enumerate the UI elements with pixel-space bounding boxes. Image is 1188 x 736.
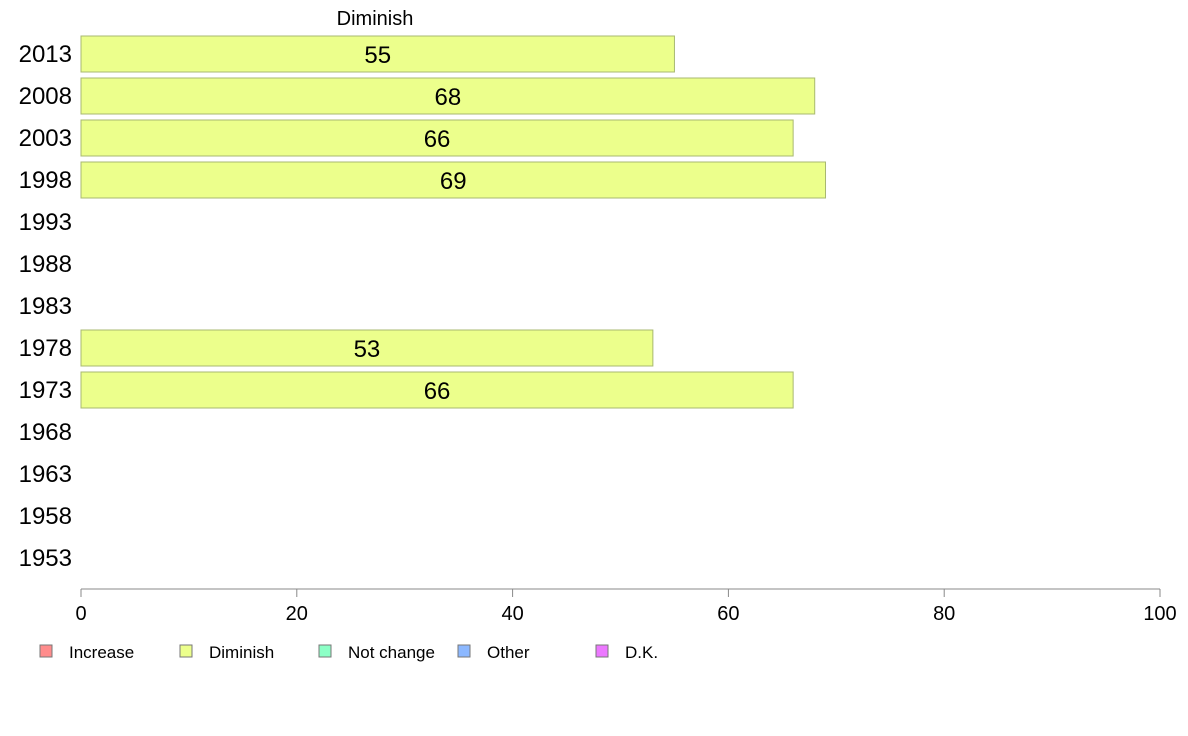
- bar-1973: [80, 371, 794, 409]
- data-label-2008: 68: [435, 84, 462, 111]
- y-tick-label-1988: 1988: [19, 251, 72, 278]
- x-tick-label-40: 40: [501, 603, 523, 625]
- x-tick-label-0: 0: [75, 603, 86, 625]
- y-tick-label-1993: 1993: [19, 209, 72, 236]
- bars: 55 68 66 69 53 66: [80, 35, 827, 409]
- bar-2008: [80, 77, 816, 115]
- data-label-1973: 66: [424, 378, 451, 405]
- y-tick-label-1973: 1973: [19, 377, 72, 404]
- legend-label-increase: Increase: [69, 643, 134, 662]
- y-axis-labels: 2013 2008 2003 1998 1993 1988 1983 1978 1973 1968…: [19, 41, 72, 572]
- y-tick-label-1958: 1958: [19, 503, 72, 530]
- data-label-2013: 55: [364, 42, 391, 69]
- y-tick-label-1998: 1998: [19, 167, 72, 194]
- x-axis: 0 20 40 60 80 100: [75, 588, 1177, 625]
- legend-label-other: Other: [487, 643, 530, 662]
- column-title: Diminish: [337, 8, 414, 30]
- legend-swatch-diminish: [179, 644, 193, 658]
- legend-label-diminish: Diminish: [209, 643, 274, 662]
- bar-1998: [80, 161, 827, 199]
- bar-2003: [80, 119, 794, 157]
- y-tick-label-2013: 2013: [19, 41, 72, 68]
- legend-label-d-k-: D.K.: [625, 643, 658, 662]
- y-tick-label-1983: 1983: [19, 293, 72, 320]
- y-tick-label-1968: 1968: [19, 419, 72, 446]
- y-tick-label-1978: 1978: [19, 335, 72, 362]
- legend-swatch-d-k-: [595, 644, 609, 658]
- bar-2013: [80, 35, 675, 73]
- legend-label-not-change: Not change: [348, 643, 435, 662]
- x-tick-label-60: 60: [717, 603, 739, 625]
- data-label-1978: 53: [354, 336, 381, 363]
- legend: Increase Diminish Not change Other D.K.: [39, 643, 658, 662]
- bar-1978: [80, 329, 654, 367]
- data-label-2003: 66: [424, 126, 451, 153]
- x-tick-label-100: 100: [1143, 603, 1176, 625]
- y-tick-label-1953: 1953: [19, 545, 72, 572]
- data-label-1998: 69: [440, 168, 467, 195]
- y-tick-label-2008: 2008: [19, 83, 72, 110]
- legend-swatch-not-change: [318, 644, 332, 658]
- x-tick-label-20: 20: [286, 603, 308, 625]
- legend-swatch-other: [457, 644, 471, 658]
- y-tick-label-1963: 1963: [19, 461, 72, 488]
- x-tick-label-80: 80: [933, 603, 955, 625]
- legend-swatch-increase: [39, 644, 53, 658]
- y-tick-label-2003: 2003: [19, 125, 72, 152]
